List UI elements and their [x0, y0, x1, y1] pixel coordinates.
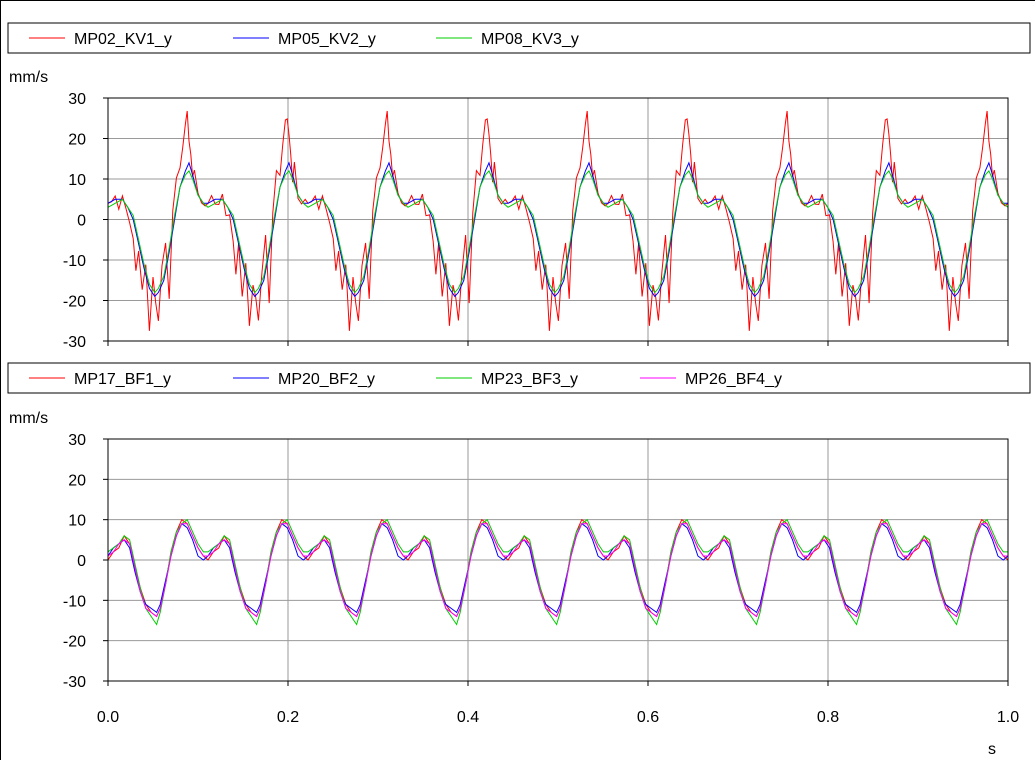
x-tick-labels: 0.0 0.2 0.4 0.6 0.8 1.0 — [97, 709, 1019, 726]
legend-label: MP26_BF4_y — [685, 371, 782, 388]
y-tick-label: -10 — [63, 593, 86, 610]
series-line-mp08-kv3-y — [108, 169, 1008, 294]
x-tick-label: 0.6 — [637, 709, 659, 726]
y-tick-label: 0 — [77, 213, 86, 230]
y-tick-label: -20 — [63, 294, 86, 311]
y-tick-label: -10 — [63, 253, 86, 270]
x-tick-label: 0.4 — [457, 709, 479, 726]
y-tick-label: 10 — [68, 172, 86, 189]
y-tick-label: -20 — [63, 634, 86, 651]
legend-bottom: MP17_BF1_y MP20_BF2_y MP23_BF3_y MP26_BF4_y — [29, 371, 782, 388]
series-line-mp26-bf4-y — [108, 523, 1008, 618]
x-tick-label: 0.0 — [97, 709, 119, 726]
legend-label: MP05_KV2_y — [278, 31, 376, 48]
x-tick-label: 0.8 — [817, 709, 839, 726]
plot-area-bottom: 30 20 10 0 -10 -20 -30 — [63, 432, 1009, 691]
y-tick-label: 20 — [68, 472, 86, 489]
y-tick-label: 20 — [68, 132, 86, 149]
legend-top: MP02_KV1_y MP05_KV2_y MP08_KV3_y — [29, 31, 579, 48]
y-tick-label: 10 — [68, 513, 86, 530]
legend-label: MP17_BF1_y — [74, 371, 171, 388]
legend-box-bottom — [7, 362, 1031, 394]
series-group — [108, 110, 1008, 331]
series-group — [108, 518, 1008, 626]
y-tick-label: -30 — [63, 674, 86, 691]
y-tick-label: 30 — [68, 91, 86, 108]
ylabel-top: mm/s — [9, 69, 48, 86]
legend-label: MP20_BF2_y — [278, 371, 375, 388]
plot-border — [107, 97, 1009, 342]
xlabel: s — [988, 741, 996, 758]
ylabel-bottom: mm/s — [9, 410, 48, 427]
legend-label: MP02_KV1_y — [74, 31, 172, 48]
x-tick-label: 1.0 — [997, 709, 1019, 726]
y-tick-label: 30 — [68, 432, 86, 449]
plot-border — [107, 438, 1009, 682]
legend-box-top — [7, 22, 1031, 54]
series-line-mp02-kv1-y — [108, 110, 1008, 331]
y-tick-label: -30 — [63, 334, 86, 351]
y-tick-label: 0 — [77, 553, 86, 570]
plot-area-top: 30 20 10 0 -10 -20 -30 — [63, 91, 1009, 351]
legend-label: MP23_BF3_y — [481, 371, 578, 388]
legend-label: MP08_KV3_y — [481, 31, 579, 48]
series-line-mp05-kv2-y — [108, 161, 1008, 298]
x-tick-label: 0.2 — [277, 709, 299, 726]
